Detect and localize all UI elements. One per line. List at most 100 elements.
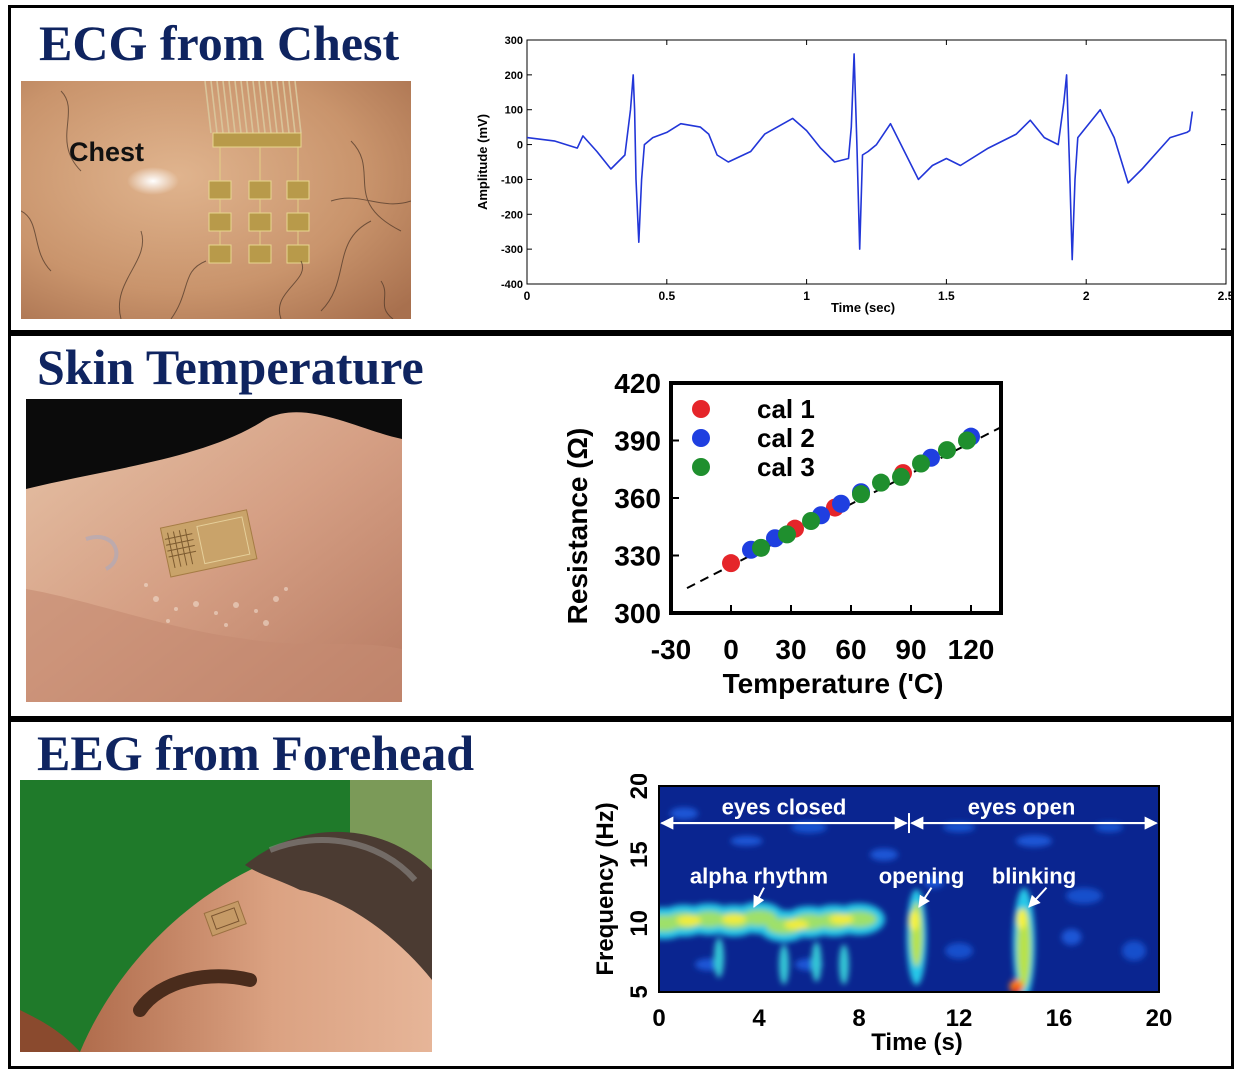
eeg-heatmap-cell (741, 909, 777, 926)
temperature-point (938, 441, 956, 460)
wrist-photo (26, 399, 402, 702)
eeg-heatmap-cell (1061, 929, 1082, 946)
eeg-heatmap-cell (924, 876, 944, 889)
temperature-ylabel: Resistance (Ω) (562, 428, 593, 625)
ecg-panel: ECG from Chest (8, 5, 1234, 333)
temperature-point (802, 512, 820, 530)
ecg-ytick-label: 0 (517, 140, 523, 152)
eeg-heatmap-cell (1016, 834, 1052, 847)
temperature-xtick-label: 120 (948, 634, 995, 665)
eeg-heatmap-cell (945, 942, 973, 959)
eeg-heatmap-cell (1122, 940, 1146, 961)
eeg-heatmap-cell (839, 944, 849, 985)
ecg-xlabel: Time (sec) (831, 300, 895, 315)
temperature-point (958, 431, 976, 450)
eeg-alpha-pointer (753, 887, 765, 908)
temperature-legend-label: cal 2 (757, 423, 815, 453)
ecg-ytick-label: 300 (505, 35, 523, 47)
eeg-heatmap-cell (870, 848, 898, 861)
eeg-panel: EEG from Forehead (8, 719, 1234, 1069)
temperature-ytick-label: 330 (614, 541, 661, 572)
eeg-opening-pointer (918, 887, 933, 908)
eeg-heatmap-cell (1066, 887, 1102, 904)
eeg-heatmap-cell (784, 919, 809, 930)
eeg-panel-title: EEG from Forehead (37, 725, 475, 781)
temperature-xtick-label: 0 (723, 634, 739, 665)
eeg-xtick-label: 4 (752, 1005, 766, 1032)
eeg-heatmap-cell (1012, 986, 1021, 992)
temperature-legend-marker (692, 400, 710, 418)
temperature-point (872, 473, 890, 492)
temperature-legend-label: cal 1 (757, 394, 815, 424)
ecg-xtick-label: 0 (524, 289, 531, 303)
temperature-xtick-label: 90 (895, 634, 926, 665)
ecg-xtick-label: 2 (1083, 289, 1090, 303)
eeg-ytick-label: 10 (626, 910, 653, 937)
eeg-annotation-label: opening (879, 863, 965, 888)
temperature-panel: Skin Temperature (8, 333, 1234, 719)
ecg-xtick-label: 2.5 (1218, 289, 1231, 303)
forehead-photo (20, 780, 432, 1052)
temperature-ytick-label: 390 (614, 426, 661, 457)
temperature-point (832, 494, 850, 513)
eeg-heatmap-cell (722, 914, 746, 925)
temperature-xtick-label: 30 (775, 634, 806, 665)
temperature-point (722, 554, 740, 573)
ecg-ylabel: Amplitude (mV) (475, 114, 490, 210)
eeg-ytick-label: 5 (626, 985, 653, 998)
temperature-ytick-label: 300 (614, 598, 661, 629)
eeg-xtick-label: 16 (1046, 1005, 1073, 1032)
eeg-plot-frame (658, 785, 1160, 993)
eeg-annotation-label: eyes open (968, 795, 1076, 820)
ecg-series-line (526, 53, 1194, 261)
eeg-heatmap-cell (909, 910, 919, 931)
eeg-xlabel: Time (s) (871, 1029, 963, 1056)
eeg-heatmap-cell (1016, 909, 1027, 930)
eeg-heatmap-cell (670, 807, 698, 820)
eeg-heatmap-cells (659, 807, 1146, 992)
eeg-xtick-label: 12 (946, 1005, 973, 1032)
ecg-ytick-label: 200 (505, 70, 523, 82)
temperature-legend-marker (692, 458, 710, 476)
temperature-ytick-label: 360 (614, 483, 661, 514)
ecg-ytick-label: -400 (501, 279, 523, 291)
eeg-ylabel: Frequency (Hz) (592, 802, 619, 975)
temperature-point (912, 454, 930, 473)
temperature-point (778, 525, 796, 544)
ecg-xtick-label: 0.5 (658, 289, 675, 303)
eeg-heatmap-cell (730, 835, 763, 846)
eeg-ytick-label: 15 (626, 841, 653, 868)
eeg-heatmap-blur (659, 807, 1146, 992)
eeg-blinking-pointer (1028, 886, 1048, 908)
eeg-heatmap-cell (841, 911, 877, 928)
temperature-point (752, 538, 770, 557)
ecg-ytick-label: -100 (501, 174, 523, 186)
eeg-xtick-label: 8 (852, 1005, 865, 1032)
eeg-heatmap-cell (677, 915, 701, 926)
eeg-annotation-label: alpha rhythm (690, 863, 828, 888)
eeg-heatmap-cell (829, 914, 854, 925)
temperature-xtick-label: -30 (651, 634, 691, 665)
temperature-xtick-label: 60 (835, 634, 866, 665)
temperature-legend-marker (692, 429, 710, 447)
eeg-annotation-label: eyes closed (722, 795, 847, 820)
ecg-ytick-label: -200 (501, 209, 523, 221)
eeg-annotation-label: blinking (992, 863, 1076, 888)
temperature-point (852, 485, 870, 504)
temperature-legend-label: cal 3 (757, 452, 815, 482)
ecg-chart: 0 0.5 1 1.5 2 2.5 300 200 100 0 -100 -200 -300 -400 T… (475, 35, 1231, 315)
eeg-xtick-label: 0 (652, 1005, 665, 1032)
ecg-panel-title: ECG from Chest (39, 15, 400, 71)
eeg-heatmap-cell (811, 941, 822, 982)
ecg-plot-frame (526, 39, 1227, 285)
ecg-ytick-label: 100 (505, 105, 523, 117)
ecg-xtick-label: 1.5 (938, 289, 955, 303)
temperature-point (892, 467, 910, 486)
eeg-xtick-label: 20 (1146, 1005, 1173, 1032)
temperature-xlabel: Temperature ('C) (723, 668, 944, 699)
eeg-ytick-label: 20 (626, 774, 653, 799)
chest-label: Chest (69, 137, 144, 167)
eeg-heatmap-cell (779, 944, 789, 985)
ecg-xtick-label: 1 (803, 289, 810, 303)
